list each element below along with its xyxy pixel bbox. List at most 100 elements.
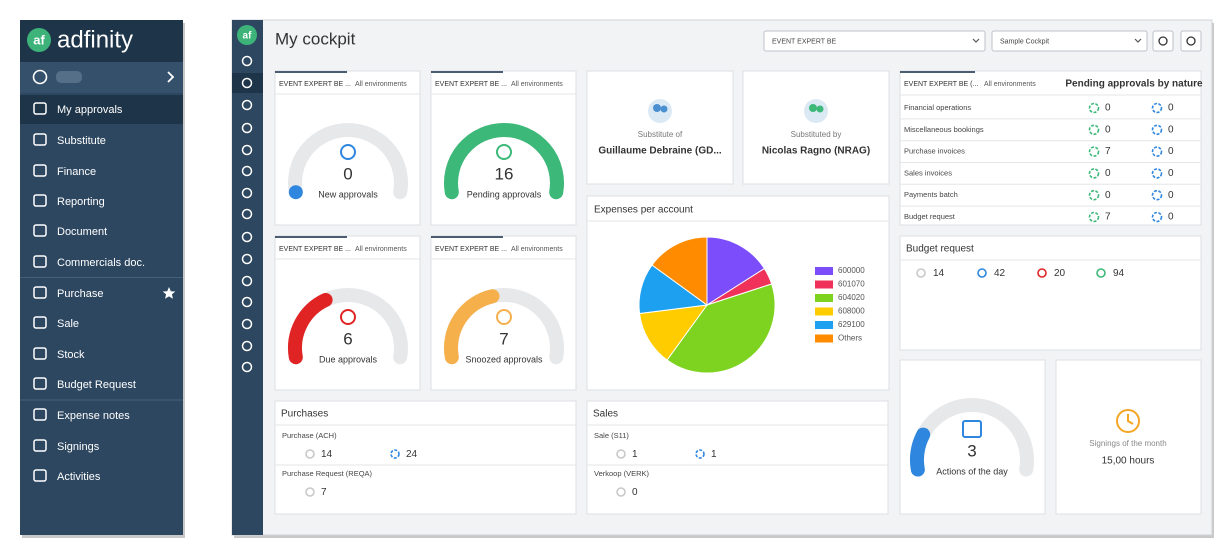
snoozed-icon xyxy=(1151,211,1163,223)
menu-icon xyxy=(33,255,47,268)
gauge-value xyxy=(910,427,931,477)
nav-icon[interactable] xyxy=(241,144,253,156)
nav-icon[interactable] xyxy=(241,208,253,220)
gauge-value-text: 16 xyxy=(495,164,514,183)
logo xyxy=(237,25,257,45)
menu-item-area[interactable] xyxy=(20,340,183,368)
substitute-name: Guillaume Debraine (GD... xyxy=(598,146,722,157)
gauge-value xyxy=(288,292,333,365)
menu-item-area[interactable] xyxy=(20,157,183,185)
substitute-icon xyxy=(653,104,661,112)
snoozed-count: 0 xyxy=(1168,168,1174,179)
legend-label: 629100 xyxy=(838,320,865,329)
toolbar-button[interactable] xyxy=(1180,30,1202,52)
nav-icon[interactable] xyxy=(241,99,253,111)
card xyxy=(586,400,889,515)
status-icon xyxy=(977,268,987,278)
logo-text: af xyxy=(243,31,253,42)
substitute-icon xyxy=(809,104,817,112)
row-label: Financial operations xyxy=(904,103,971,112)
menu-icon xyxy=(33,133,47,146)
pie-slice xyxy=(638,304,709,361)
pending-icon xyxy=(1088,124,1100,136)
menu-item: Substitute xyxy=(57,135,106,147)
menu-item: My approvals xyxy=(57,104,123,116)
menu-item: Sale xyxy=(57,318,79,330)
dropdown-caret xyxy=(1134,38,1142,43)
nav-icon[interactable] xyxy=(241,253,253,265)
pie-slice xyxy=(666,283,776,374)
gauge-label: Due approvals xyxy=(319,354,378,364)
nav-icon[interactable] xyxy=(241,340,253,352)
substitute-label: Substituted by xyxy=(791,130,842,139)
menu-item: Finance xyxy=(57,166,96,178)
gauge-track xyxy=(288,123,408,200)
tab: EVENT EXPERT BE ... xyxy=(435,246,507,253)
dropdown[interactable] xyxy=(991,30,1148,52)
substitute-icon xyxy=(816,105,824,113)
pending-count: 0 xyxy=(1105,103,1111,114)
dropdown[interactable] xyxy=(763,30,986,52)
snoozed-icon xyxy=(1151,102,1163,114)
gauge-icon xyxy=(340,144,356,160)
nav-icon[interactable] xyxy=(241,165,253,177)
dropdown-caret xyxy=(972,38,980,43)
gauge-icon xyxy=(496,309,512,325)
tab: All environments xyxy=(511,81,563,88)
legend-swatch xyxy=(815,307,833,316)
user-row[interactable] xyxy=(20,62,183,93)
menu-icon xyxy=(33,347,47,360)
gauge-label: Actions of the day xyxy=(936,466,1008,476)
nav-icon[interactable] xyxy=(241,296,253,308)
pending-count: 7 xyxy=(1105,212,1111,223)
row-label: Miscellaneous bookings xyxy=(904,125,984,134)
nav-icon[interactable] xyxy=(241,361,253,373)
logo xyxy=(27,28,51,52)
menu-item: Commercials doc. xyxy=(57,257,145,269)
signings-value: 15,00 hours xyxy=(1102,456,1155,467)
menu-item-area[interactable] xyxy=(20,462,183,490)
tab: EVENT EXPERT BE (... xyxy=(904,81,978,88)
pending-count: 7 xyxy=(1105,146,1111,157)
substitute-icon-bg xyxy=(804,99,828,123)
nav-icon[interactable] xyxy=(241,275,253,287)
nav-icon[interactable] xyxy=(241,187,253,199)
card xyxy=(586,70,734,185)
nav-icon[interactable] xyxy=(241,77,253,89)
row-label: Sales invoices xyxy=(904,168,952,177)
dropdown-value: EVENT EXPERT BE xyxy=(772,38,837,45)
pie-slice xyxy=(706,236,766,306)
menu-item-area[interactable] xyxy=(20,432,183,460)
nav-icon[interactable] xyxy=(241,318,253,330)
draft-icon xyxy=(616,449,626,459)
menu-icon xyxy=(33,408,47,421)
tab: EVENT EXPERT BE ... xyxy=(435,81,507,88)
signings-label: Signings of the month xyxy=(1089,439,1166,448)
snoozed-icon xyxy=(1151,124,1163,136)
nav-icon[interactable] xyxy=(241,231,253,243)
card-title: Sales xyxy=(593,409,618,420)
gauge-value-text: 7 xyxy=(499,329,508,348)
nav-icon[interactable] xyxy=(241,122,253,134)
gauge-label: Pending approvals xyxy=(467,189,542,199)
gauge-value-text: 6 xyxy=(343,329,352,348)
row-label: Verkoop (VERK) xyxy=(594,469,650,478)
page-title: My cockpit xyxy=(275,29,356,48)
pending-count: 0 xyxy=(1105,124,1111,135)
tab: All environments xyxy=(511,246,563,253)
draft-count: 1 xyxy=(632,449,638,460)
legend-swatch xyxy=(815,334,833,343)
row-label: Purchase (ACH) xyxy=(282,431,337,440)
menu-item-area[interactable] xyxy=(20,309,183,337)
tab: EVENT EXPERT BE ... xyxy=(279,81,351,88)
status-count: 20 xyxy=(1054,268,1066,279)
favorite-star[interactable] xyxy=(162,287,176,299)
snoozed-count: 0 xyxy=(1168,103,1174,114)
tab: EVENT EXPERT BE ... xyxy=(279,246,351,253)
gauge-value xyxy=(444,123,564,200)
card xyxy=(274,400,577,515)
toolbar-button[interactable] xyxy=(1152,30,1174,52)
nav-icon[interactable] xyxy=(241,55,253,67)
card-title: Budget request xyxy=(906,244,974,255)
pending-count: 1 xyxy=(711,449,717,460)
